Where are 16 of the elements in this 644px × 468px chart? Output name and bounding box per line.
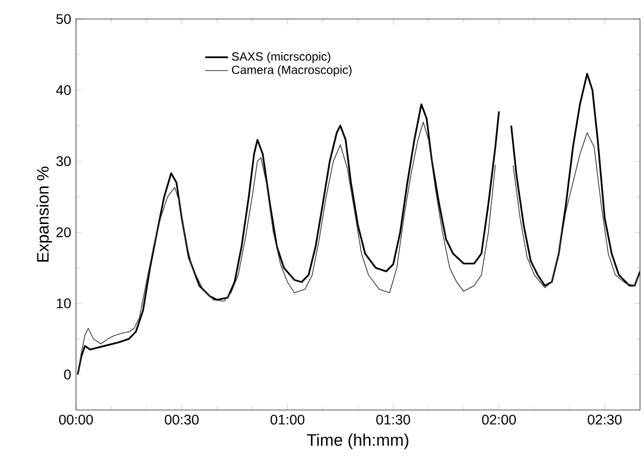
y-tick-label: 10 xyxy=(56,298,71,308)
legend-label: SAXS (micrscopic) xyxy=(232,52,330,64)
y-axis-title: Expansion % xyxy=(36,166,52,262)
x-tick-label: 02:30 xyxy=(588,414,622,425)
x-tick-label: 01:30 xyxy=(376,414,410,425)
y-tick-label: 0 xyxy=(64,370,71,380)
legend-label: Camera (Macroscopic) xyxy=(232,65,352,76)
x-tick-label: 00:00 xyxy=(59,414,93,425)
x-tick-label: 01:00 xyxy=(270,414,304,425)
y-tick-label: 50 xyxy=(56,14,71,24)
y-tick-label: 20 xyxy=(56,227,71,238)
x-tick-label: 00:30 xyxy=(164,414,199,425)
x-tick-label: 02:00 xyxy=(482,414,516,425)
x-axis-title: Time (hh:mm) xyxy=(307,434,408,450)
y-tick-label: 40 xyxy=(56,85,71,96)
y-tick-label: 30 xyxy=(56,156,71,166)
